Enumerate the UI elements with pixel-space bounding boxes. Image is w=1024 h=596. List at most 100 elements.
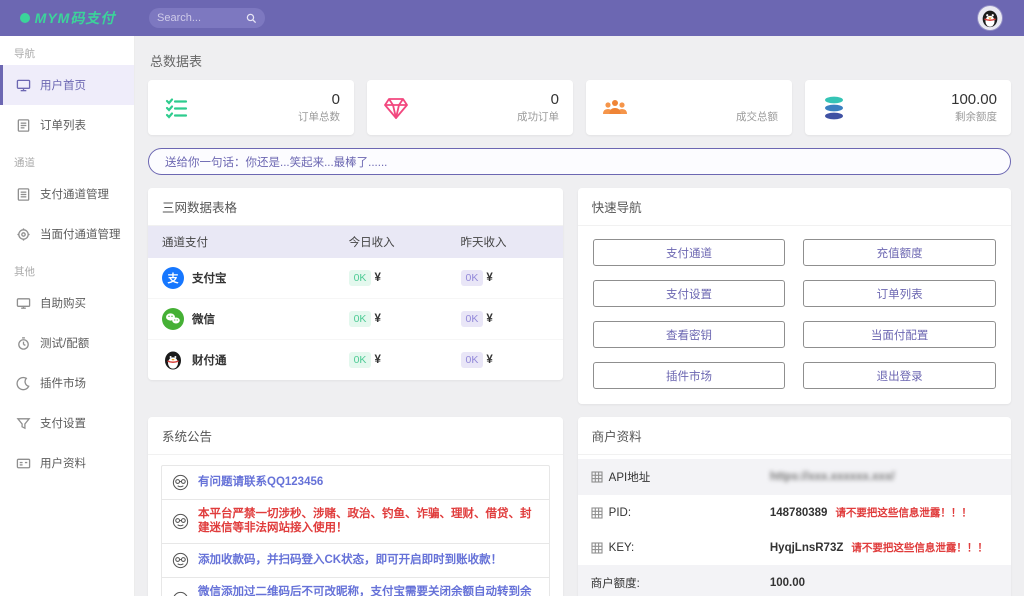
channel-name: 微信 [192,314,215,326]
sidebar-item-label: 用户资料 [40,458,86,470]
merchant-row-quota: 商户额度: 100.00 [577,565,1011,596]
quicknav-recharge-quota-button[interactable]: 充值额度 [803,239,996,266]
wechat-icon [162,308,184,330]
stat-label: 订单总数 [298,111,340,123]
stat-card-total-amount: 成交总额 [586,80,792,135]
sidebar-item-f2f-channel-mgmt[interactable]: 当面付通道管理 [0,214,134,254]
sidebar-item-label: 订单列表 [40,120,86,132]
quick-nav-title: 快速导航 [577,188,1011,226]
checklist-icon [162,93,192,123]
announcement-item[interactable]: 微信添加过二维码后不可改昵称，支付宝需要关闭余额自动转到余额宝。 [162,578,549,596]
merchant-field-label: KEY: [608,541,635,554]
sidebar-item-pay-settings[interactable]: 支付设置 [0,403,134,443]
stat-label: 成交总额 [736,111,778,123]
database-icon [819,93,849,123]
col-header-yesterday: 昨天收入 [446,226,563,258]
sidebar-item-user-profile[interactable]: 用户资料 [0,443,134,483]
merchant-row-key: KEY: HyqjLnsR73Z 请不要把这些信息泄露！！！ [578,530,1011,565]
table-row-alipay: 支 支付宝 0K ¥ 0K ¥ [148,258,563,299]
quick-nav-panel: 快速导航 支付通道 充值额度 支付设置 订单列表 查看密钥 当面付配置 插件市场… [577,188,1011,404]
network-table-panel: 三网数据表格 通道支付 今日收入 昨天收入 支 支付宝 0K ¥ [148,188,563,380]
key-value: HyqjLnsR73Z [769,541,844,554]
announcement-item[interactable]: 有问题请联系QQ123456 [162,466,549,500]
announcement-item[interactable]: 添加收款码，并扫码登入CK状态，即可开启即时到账收款！ [162,544,549,578]
yesterday-income-badge: 0K [460,352,484,368]
channel-name: 支付宝 [192,273,227,285]
grid-icon [591,471,603,483]
announcement-text: 有问题请联系QQ123456 [198,476,324,489]
network-table-title: 三网数据表格 [148,188,563,226]
currency-symbol: ¥ [486,272,493,284]
quicknav-f2f-config-button[interactable]: 当面付配置 [803,321,996,348]
sidebar-item-label: 支付设置 [40,418,86,430]
merchant-field-label: 商户额度: [590,578,640,590]
id-card-icon [16,458,31,468]
currency-symbol: ¥ [374,354,381,366]
sidebar-item-plugin-market[interactable]: 插件市场 [0,363,134,403]
quicknav-logout-button[interactable]: 退出登录 [803,362,996,389]
penguin-avatar-icon [982,10,998,28]
yesterday-income-badge: 0K [460,270,484,286]
quicknav-order-list-button[interactable]: 订单列表 [803,280,996,307]
page-title: 总数据表 [150,54,203,69]
announcements-panel: 系统公告 有问题请联系QQ123456 本平台严禁一切涉秒、涉赌、政治、钓鱼、诈… [148,417,563,596]
sidebar-item-user-home[interactable]: 用户首页 [0,65,134,105]
filter-icon [16,417,31,429]
quicknav-plugin-market-button[interactable]: 插件市场 [592,362,786,389]
col-header-channel: 通道支付 [148,226,335,258]
sidebar-item-label: 测试/配额 [40,338,90,350]
sidebar-item-order-list[interactable]: 订单列表 [0,105,134,145]
announcement-text: 本平台严禁一切涉秒、涉赌、政治、钓鱼、诈骗、理财、借贷、封建迷信等非法网站接入使… [198,508,532,535]
currency-symbol: ¥ [374,313,381,325]
notice-bar: 送给你一句话：你还是...笑起来...最棒了...... [148,148,1011,175]
merchant-field-label: API地址 [608,472,651,484]
quicknav-pay-settings-button[interactable]: 支付设置 [592,280,786,307]
channel-list-icon [17,187,30,201]
doodle-face-icon [172,513,189,530]
announcement-item[interactable]: 本平台严禁一切涉秒、涉赌、政治、钓鱼、诈骗、理财、借贷、封建迷信等非法网站接入使… [162,500,549,544]
quicknav-pay-channel-button[interactable]: 支付通道 [592,239,786,266]
search-input[interactable] [157,12,246,24]
sidebar-item-label: 自助购买 [40,298,86,310]
sidebar-item-self-buy[interactable]: 自助购买 [0,283,134,323]
sidebar-item-pay-channel-mgmt[interactable]: 支付通道管理 [0,174,134,214]
today-income-badge: 0K [348,270,372,286]
stat-value: 0 [331,91,340,108]
search-icon[interactable] [246,13,257,24]
stat-label: 成功订单 [517,111,559,123]
sidebar-item-label: 插件市场 [40,378,86,390]
stopwatch-icon [18,336,29,350]
today-income-badge: 0K [348,352,372,368]
diamond-icon [381,93,411,123]
stat-label: 剩余额度 [955,111,997,123]
app-logo[interactable]: MYM码支付 [0,8,135,28]
sidebar-item-label: 支付通道管理 [40,189,109,201]
quicknav-view-key-button[interactable]: 查看密钥 [592,321,786,348]
pid-value: 148780389 [769,506,828,519]
sidebar-section-nav: 导航 [14,48,35,60]
stat-value: 100.00 [951,91,997,108]
doodle-face-icon [172,552,189,568]
stat-card-total-orders: 0 订单总数 [148,80,354,135]
merchant-row-api: API地址 https://xxx.xxxxxx.xxx/ [577,459,1011,495]
grid-icon [591,541,603,554]
order-list-icon [17,118,30,132]
notice-text: 送给你一句话：你还是...笑起来...最棒了...... [165,156,388,169]
search-box[interactable] [149,8,265,28]
leak-warning-text: 请不要把这些信息泄露！！！ [851,542,988,554]
doodle-face-icon [173,591,188,596]
user-avatar[interactable] [978,6,1002,30]
channel-name: 财付通 [192,355,227,367]
col-header-today: 今日收入 [334,226,447,258]
merchant-row-pid: PID: 148780389 请不要把这些信息泄露！！！ [578,495,1011,530]
top-header: MYM码支付 [0,0,1024,36]
merchant-field-label: PID: [608,506,632,519]
sidebar-item-label: 当面付通道管理 [40,229,121,241]
moon-icon [16,376,30,390]
currency-symbol: ¥ [486,354,493,366]
monitor-icon [16,297,31,309]
merchant-quota-value: 100.00 [769,577,806,589]
sidebar-item-test-quota[interactable]: 测试/配额 [0,323,134,363]
announcements-title: 系统公告 [148,417,563,455]
logo-dot-icon [19,13,30,23]
